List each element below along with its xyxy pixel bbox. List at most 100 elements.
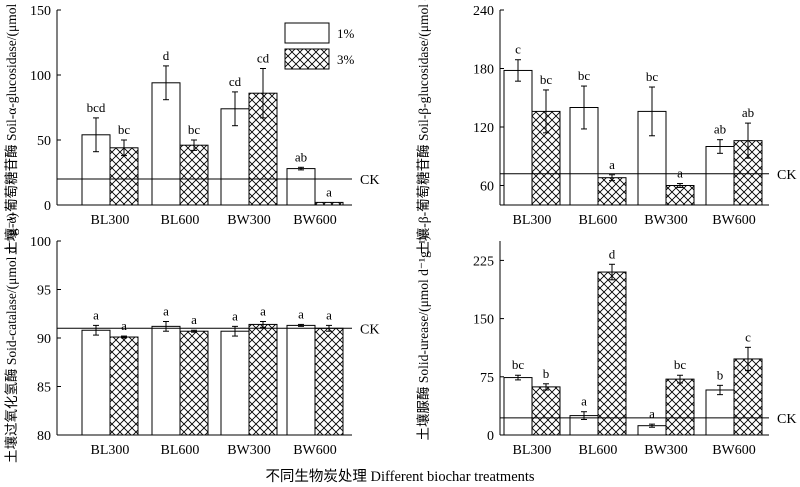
significance-label: bc: [646, 69, 659, 84]
y-tick-label: 80: [37, 429, 51, 444]
significance-label: a: [581, 394, 587, 409]
bar-3pct-BW300: [248, 323, 278, 436]
significance-label: a: [232, 308, 238, 323]
significance-label: a: [649, 406, 655, 421]
y-axis-title: 土壤过氧化氢酶 Soid-catalase/(μmol d⁻¹g⁻¹): [3, 213, 19, 463]
y-tick-label: 100: [30, 235, 51, 250]
ck-label: CK: [777, 412, 796, 427]
bar-1pct-BW600: [705, 389, 735, 436]
y-tick-label: 180: [473, 63, 494, 78]
significance-label: d: [609, 246, 616, 261]
category-label: BW300: [644, 213, 688, 228]
y-axis-title: 土壤-α-葡萄糖苷酶 Soil-α-glucosidase/(μmol d⁻¹g…: [3, 0, 19, 255]
y-tick-label: 95: [37, 284, 51, 299]
y-tick-label: 90: [37, 332, 51, 347]
significance-label: cd: [229, 74, 242, 89]
category-label: BL300: [513, 443, 552, 458]
significance-label: bc: [674, 357, 687, 372]
y-axis-title: 土壤脲酶 Solid-urease/(μmol d⁻¹g⁻¹): [415, 235, 431, 440]
bar-1pct-BW600: [286, 168, 316, 206]
significance-label: a: [191, 312, 197, 327]
significance-label: bc: [118, 122, 131, 137]
category-label: BW300: [644, 443, 688, 458]
category-label: BL300: [91, 443, 130, 458]
significance-label: cd: [257, 51, 270, 66]
y-tick-label: 120: [473, 121, 494, 136]
significance-label: b: [543, 366, 550, 381]
bar-3pct-BL600: [597, 177, 627, 206]
significance-label: a: [326, 184, 332, 199]
panel-urease: bc a a b b d bc c CK 0 75 150 225 BL300 BL600 BW300 BW60…: [415, 235, 796, 458]
y-tick-label: 100: [30, 69, 51, 84]
ck-label: CK: [777, 168, 796, 183]
y-tick-label: 225: [473, 254, 494, 269]
y-tick-label: 0: [44, 199, 51, 214]
y-tick-label: 150: [30, 4, 51, 19]
significance-label: a: [609, 157, 615, 172]
legend: 1% 3%: [284, 22, 355, 70]
category-label: BL600: [579, 213, 618, 228]
bar-3pct-BL300: [109, 336, 139, 436]
significance-label: a: [298, 306, 304, 321]
category-label: BW300: [227, 443, 271, 458]
bar-3pct-BW300: [665, 185, 695, 206]
significance-label: a: [677, 166, 683, 181]
significance-label: bcd: [87, 100, 106, 115]
bar-1pct-BL300: [81, 329, 111, 436]
category-label: BW600: [293, 443, 337, 458]
bar-3pct-BW300: [665, 378, 695, 436]
significance-label: c: [515, 42, 521, 57]
bar-3pct-BL600: [179, 330, 209, 436]
y-tick-label: 0: [487, 429, 494, 444]
category-label: BL300: [513, 213, 552, 228]
category-label: BL600: [579, 443, 618, 458]
significance-label: a: [326, 307, 332, 322]
category-label: BW600: [712, 443, 756, 458]
significance-label: ab: [714, 122, 726, 137]
bar-3pct-BL300: [531, 386, 561, 436]
y-tick-label: 50: [37, 134, 51, 149]
category-label: BL600: [161, 213, 200, 228]
significance-label: bc: [578, 68, 591, 83]
significance-label: ab: [742, 105, 754, 120]
significance-label: ab: [295, 149, 307, 164]
ck-label: CK: [360, 322, 379, 337]
legend-swatch-3pct: [284, 48, 330, 70]
y-tick-label: 240: [473, 4, 494, 19]
bar-1pct-BL600: [151, 82, 181, 206]
category-label: BW300: [227, 213, 271, 228]
significance-label: bc: [512, 357, 525, 372]
panel-alpha-glucosidase: bcd d cd ab bc bc cd a CK 0 50 100 150 BL300 BL600 BW30…: [3, 0, 379, 255]
significance-label: c: [745, 329, 751, 344]
bar-3pct-BW600: [314, 327, 344, 436]
category-label: BW600: [712, 213, 756, 228]
significance-label: bc: [540, 72, 553, 87]
significance-label: a: [93, 307, 99, 322]
bar-3pct-BL300: [109, 147, 139, 206]
bar-1pct-BW600: [705, 146, 735, 206]
panel-beta-glucosidase: c bc bc ab bc a a ab CK 60 120 180 240 BL300 BL600 BW30…: [415, 0, 796, 255]
significance-label: bc: [188, 122, 201, 137]
bar-1pct-BL600: [151, 325, 181, 436]
y-tick-label: 85: [37, 381, 51, 396]
y-tick-label: 60: [480, 180, 494, 195]
significance-label: b: [717, 367, 724, 382]
bar-1pct-BW600: [286, 324, 316, 436]
bar-3pct-BL600: [597, 271, 627, 436]
significance-label: a: [121, 318, 127, 333]
panel-catalase: a a a a a a a a CK 80 85 90 95 100 BL300 BL600 BW300 BW60…: [3, 213, 379, 463]
category-label: BL600: [161, 443, 200, 458]
x-axis-title: 不同生物炭处理 Different biochar treatments: [265, 468, 534, 485]
category-label: BL300: [91, 213, 130, 228]
y-axis-title: 土壤-β-葡萄糖苷酶 Soil-β-glucosidase/(μmol d⁻¹g…: [415, 0, 431, 255]
ck-label: CK: [360, 173, 379, 188]
significance-label: a: [163, 304, 169, 319]
category-label: BW600: [293, 213, 337, 228]
legend-label-1pct: 1%: [337, 26, 355, 41]
y-tick-label: 75: [480, 371, 494, 386]
bar-3pct-BL600: [179, 144, 209, 206]
legend-swatch-1pct: [284, 22, 330, 44]
bar-1pct-BL300: [503, 377, 533, 436]
legend-label-3pct: 3%: [337, 52, 355, 67]
